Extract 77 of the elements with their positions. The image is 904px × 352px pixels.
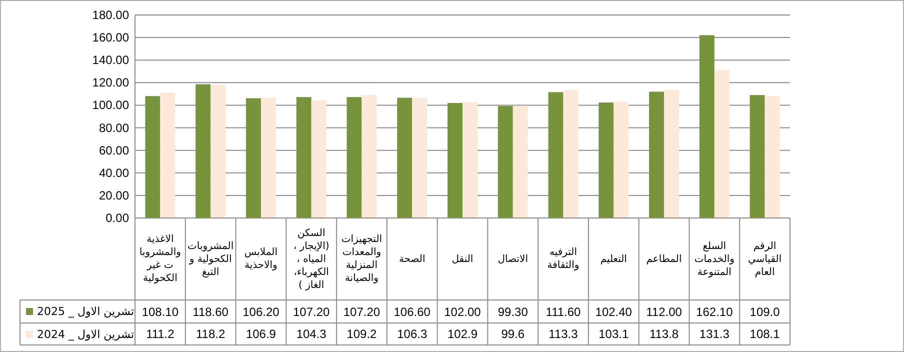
x-tick-label: الملابس والاحذية (243, 246, 278, 272)
data-label: 118.60 (192, 304, 230, 320)
x-tick-label: التعليم (600, 252, 627, 266)
data-label: 107.20 (292, 304, 331, 320)
legend-label: تشرين الاول _ 2024 (37, 328, 134, 340)
bar (750, 95, 765, 218)
bar (563, 90, 578, 218)
x-tick-label: السكن (الإيجار ، المياه ، الكهرباء، الغاز ) (292, 226, 330, 292)
bar (764, 96, 780, 218)
data-label: 112.00 (645, 304, 683, 320)
legend-label: تشرين الاول _ 2025 (37, 305, 134, 318)
data-label: 102.40 (594, 304, 633, 320)
x-tick-label: الصحة (398, 252, 426, 266)
bar (196, 84, 211, 218)
data-label: 103.1 (598, 326, 630, 343)
data-label: 109.2 (346, 326, 378, 343)
data-label: 131.3 (698, 326, 730, 343)
data-label: 99.6 (500, 326, 526, 343)
x-tick-label: النقل (452, 252, 474, 266)
y-tick-label: 100.00 (92, 98, 130, 112)
data-label: 111.2 (145, 326, 176, 343)
y-tick-label: 60.00 (98, 143, 130, 158)
bar (498, 106, 513, 218)
bar (160, 92, 176, 218)
y-tick-label: 120.00 (92, 76, 130, 90)
data-label: 108.1 (748, 326, 781, 343)
bar (462, 102, 478, 218)
y-tick-label: 180.00 (92, 8, 130, 22)
bar (548, 92, 564, 218)
bar (346, 97, 362, 218)
x-tick-label: التجهيزات والمعدات المنزلية والصيانة (340, 233, 384, 285)
x-tick-label: الاغذية والمشروبات غير الكحولية (138, 233, 182, 285)
x-tick-label: الاتصال (498, 252, 528, 266)
y-tick-label: 40.00 (98, 166, 130, 180)
bar (448, 102, 462, 218)
data-label: 118.2 (194, 326, 226, 343)
data-label: 106.20 (242, 304, 280, 320)
bar (362, 94, 377, 218)
bar (397, 98, 412, 218)
bar (649, 92, 664, 218)
y-tick-label: 160.00 (92, 30, 130, 45)
bar (145, 96, 160, 218)
bar (412, 98, 428, 218)
data-label: 108.10 (140, 304, 180, 320)
y-tick-label: 80.00 (98, 120, 130, 135)
bar (512, 106, 528, 218)
data-label: 102.00 (443, 304, 482, 320)
x-tick-label: الرقم القياسي العام (746, 240, 783, 278)
data-label: 113.3 (548, 326, 579, 343)
data-label: 104.3 (295, 326, 328, 343)
data-label: 106.3 (396, 326, 428, 343)
x-tick-label: المشروبات الكحولية و التبغ (186, 240, 235, 278)
data-label: 162.10 (695, 304, 734, 320)
bar (210, 84, 226, 218)
bar (598, 102, 614, 218)
x-tick-label: السلع والخدمات المتنوعة (693, 240, 736, 278)
data-label: 106.60 (392, 304, 432, 320)
data-label: 102.9 (446, 326, 478, 343)
x-tick-label: المطاعم (646, 252, 682, 266)
bar (714, 70, 730, 218)
data-label: 113.8 (648, 326, 680, 343)
bar (246, 98, 261, 218)
data-label: 111.60 (544, 304, 582, 320)
bar (699, 35, 714, 218)
data-label: 109.0 (748, 304, 781, 320)
bar (614, 102, 629, 218)
bar (260, 97, 276, 218)
y-tick-label: 20.00 (98, 188, 130, 202)
bar (296, 97, 312, 218)
data-label: 107.20 (342, 304, 382, 320)
data-label: 99.30 (496, 304, 529, 320)
y-tick-label: 140.00 (92, 53, 130, 68)
x-tick-label: الترفيه والثقافة (546, 246, 580, 272)
bar (311, 100, 326, 218)
y-tick-label: 0.00 (106, 211, 130, 225)
bar (664, 90, 680, 218)
data-label: 106.9 (244, 326, 277, 343)
